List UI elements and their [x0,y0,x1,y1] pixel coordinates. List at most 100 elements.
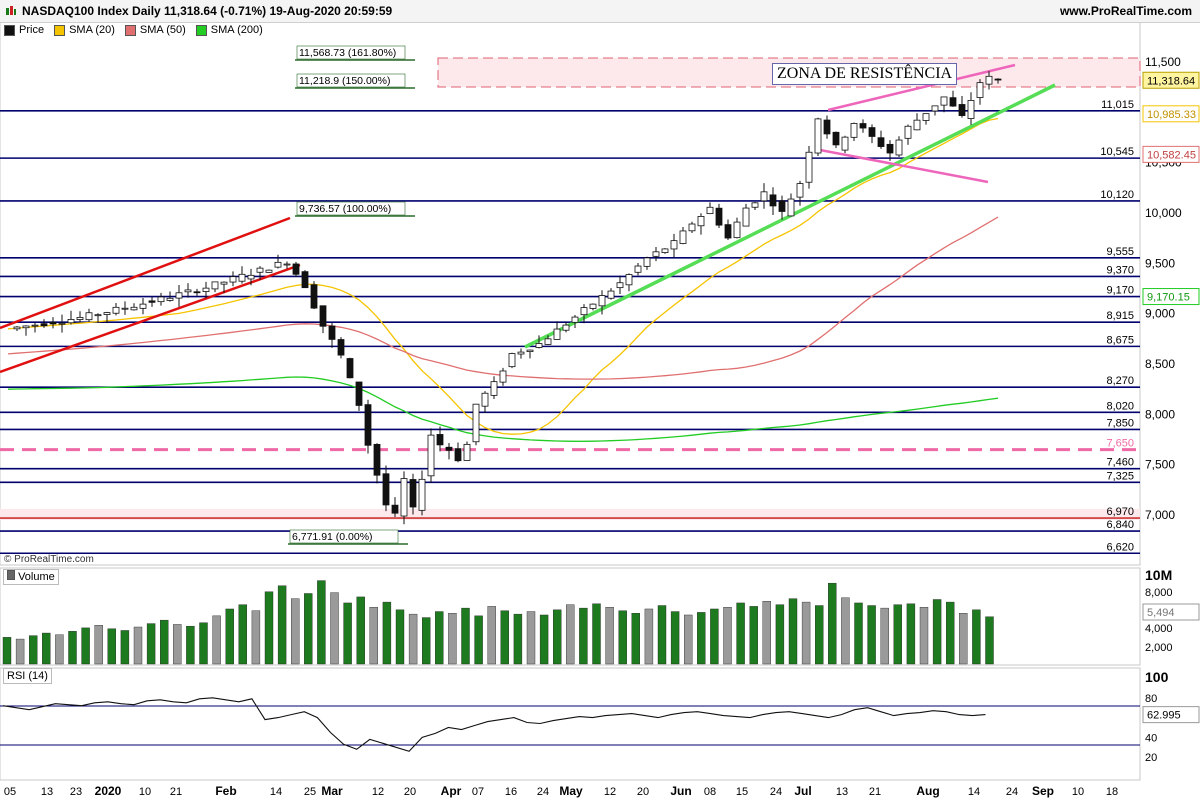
candle-body [841,136,849,151]
x-tick-label: 14 [270,786,282,798]
candle-body [40,323,48,327]
fib-label: 11,568.73 (161.80%) [299,47,396,59]
x-tick-label: 10 [139,786,151,798]
x-tick-label: 2020 [95,784,122,798]
sma20-tag: 10,985.33 [1147,109,1196,121]
candle-body [607,290,615,299]
x-tick-label: 15 [736,786,748,798]
x-tick-label: Mar [321,784,343,798]
sma20-tag-box [1142,105,1200,123]
candle-body [589,303,597,309]
candle-body [184,289,192,293]
price-tick-label: 7,500 [1145,458,1175,472]
brand-link[interactable]: www.ProRealTime.com [1059,4,1192,18]
volume-bar [579,607,588,665]
level-label: 8,675 [1106,334,1134,346]
price-tick-label: 7,000 [1145,508,1175,522]
chart-type-icon[interactable] [5,5,17,17]
volume-bar [186,625,195,665]
red-channel-upper [0,216,291,330]
candle-body [346,358,354,379]
x-tick-label: 08 [704,786,716,798]
candle-body [310,284,318,309]
chart-title: NASDAQ100 Index Daily 11,318.64 (-0.71%)… [22,4,393,18]
candle-body [283,263,291,266]
x-tick-label: May [559,784,583,798]
candle-body [958,104,966,116]
volume-bar [422,617,431,665]
legend-label-price: Price [19,24,45,36]
candle-body [220,281,228,285]
level-label: 7,325 [1106,470,1134,482]
x-tick-label: Sep [1032,784,1054,798]
candle-body [904,125,912,139]
candle-body [985,75,993,85]
volume-bar [146,623,156,665]
volume-bar [2,637,12,665]
volume-bar [199,622,208,665]
x-tick-label: Jul [794,784,811,798]
volume-tick-label: 4,000 [1145,623,1173,635]
candle-body [940,96,948,106]
price-tick-label: 10,000 [1145,206,1182,220]
candle-body [832,131,840,146]
sma50-tag-box [1142,145,1200,163]
volume-bar [15,638,25,665]
candle-body [508,353,516,368]
volume-bar [906,603,916,665]
volume-bar [880,607,889,665]
candle-body [886,143,894,154]
price-tick-label: 8,000 [1145,407,1175,421]
candle-body [211,281,219,290]
level-label: 6,970 [1106,506,1134,518]
rsi-tick-label: 80 [1145,693,1157,705]
volume-bar [775,604,785,665]
volume-bar [133,626,143,665]
volume-bar [408,613,418,665]
volume-bar [107,628,117,665]
volume-bar [500,610,509,665]
x-tick-label: Aug [916,784,939,798]
level-label: 11,015 [1101,99,1134,111]
volume-bar [618,610,627,665]
candle-body [571,316,579,323]
volume-bar [435,611,444,665]
candle-body [472,403,480,443]
last-price-tag-box [1142,71,1200,89]
volume-bar [932,599,942,665]
candle-body [22,325,30,329]
candle-body [544,338,552,345]
volume-bar [330,592,339,665]
candle-body [679,230,687,244]
candle-body [922,113,930,121]
volume-panel-label: Volume [3,569,59,585]
x-tick-label: 07 [472,786,484,798]
x-tick-label: 23 [70,786,82,798]
level-label: 8,270 [1106,375,1134,387]
volume-bar [841,597,850,665]
title-bar: NASDAQ100 Index Daily 11,318.64 (-0.71%)… [0,0,1200,23]
volume-bar [670,611,680,665]
candle-body [31,324,39,327]
volume-bar [539,614,549,665]
x-tick-label: 21 [170,786,182,798]
candle-body [148,300,156,303]
candle-body [67,319,75,324]
fib-label: 6,771.91 (0.00%) [292,531,373,543]
candle-body [670,240,678,250]
volume-last-tag: 5,494 [1147,607,1175,619]
x-tick-label: 20 [637,786,649,798]
x-tick-label: 18 [1106,786,1118,798]
candle-body [859,123,867,129]
level-label: 6,620 [1106,541,1134,553]
candle-body [625,274,633,286]
volume-bar [644,608,654,665]
candle-body [301,271,309,289]
candle-body [265,269,273,273]
candle-body [715,207,723,226]
candle-body [688,223,696,232]
candle-body [445,446,453,451]
x-tick-label: Jun [670,784,691,798]
x-tick-label: 16 [505,786,517,798]
volume-bar [657,605,667,665]
